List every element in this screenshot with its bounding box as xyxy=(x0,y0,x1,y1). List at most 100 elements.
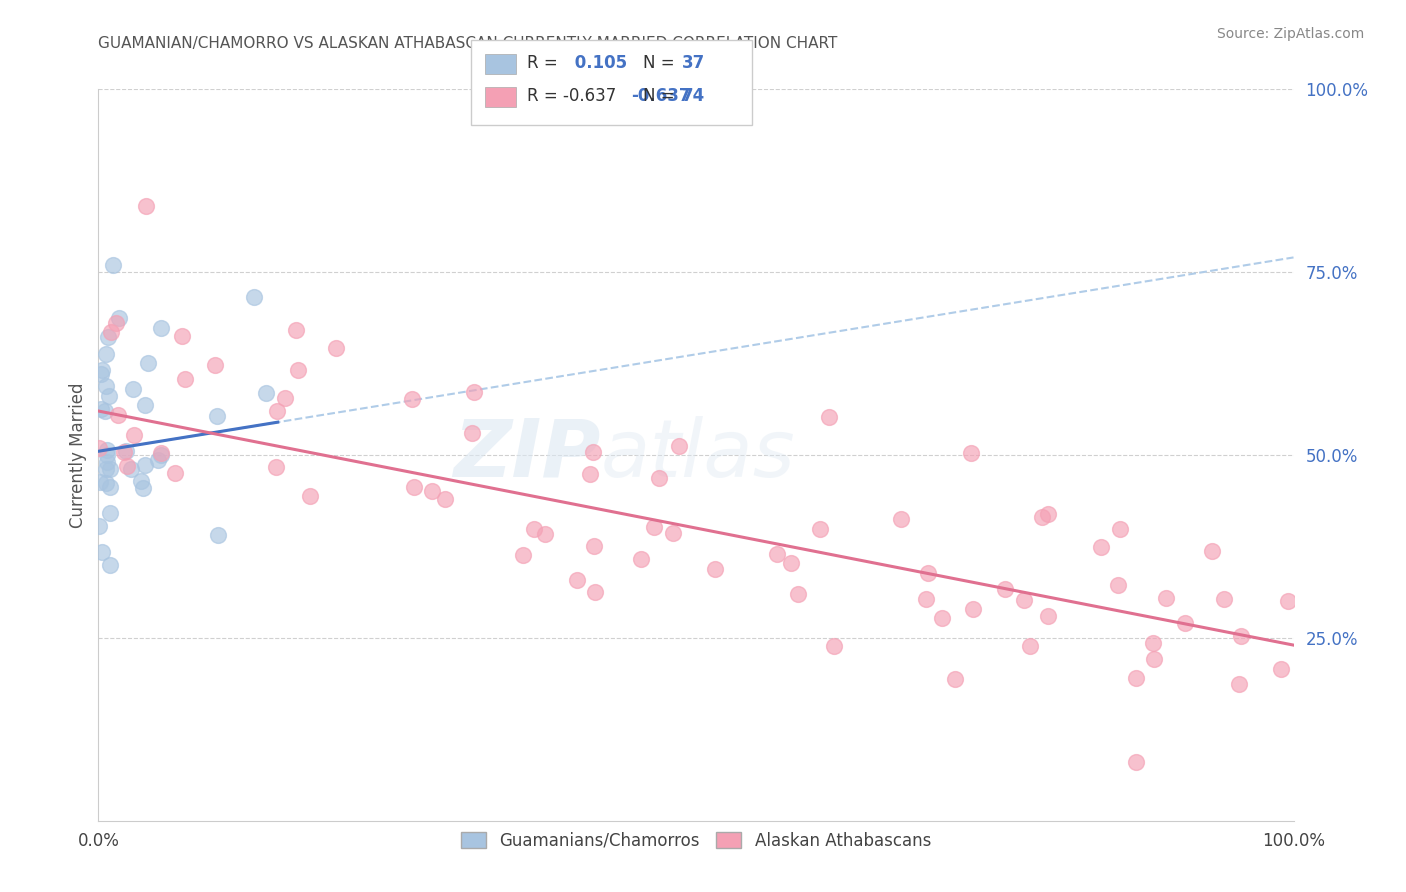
Point xyxy=(703,562,725,576)
Point xyxy=(96,455,118,469)
Point xyxy=(1036,507,1059,521)
Point xyxy=(132,481,155,495)
Text: 74: 74 xyxy=(682,87,706,105)
Point xyxy=(97,330,120,344)
Text: ZIP: ZIP xyxy=(453,416,600,494)
Point xyxy=(630,552,652,566)
Point xyxy=(146,452,169,467)
Point xyxy=(129,474,152,488)
Point xyxy=(1036,608,1059,623)
Point xyxy=(1125,671,1147,685)
Point xyxy=(121,382,143,396)
Point xyxy=(112,444,135,458)
Point xyxy=(931,611,953,625)
Point xyxy=(661,526,683,541)
Point xyxy=(1019,639,1042,653)
Y-axis label: Currently Married: Currently Married xyxy=(69,382,87,528)
Point xyxy=(98,461,121,475)
Point xyxy=(765,547,787,561)
Point xyxy=(823,639,845,653)
Point xyxy=(136,356,159,370)
Point xyxy=(96,443,118,458)
Point xyxy=(959,446,981,460)
Point xyxy=(1014,593,1036,607)
Point xyxy=(150,448,173,462)
Text: 0.105: 0.105 xyxy=(569,54,627,72)
Point xyxy=(96,448,118,462)
Point xyxy=(786,587,808,601)
Point xyxy=(96,475,118,490)
Point xyxy=(325,341,347,355)
Point xyxy=(98,507,121,521)
Text: 37: 37 xyxy=(682,54,706,72)
Point xyxy=(404,480,426,494)
Point xyxy=(134,398,156,412)
Point xyxy=(94,403,117,417)
Point xyxy=(122,428,145,442)
Point xyxy=(668,439,690,453)
Point xyxy=(98,558,121,572)
Point xyxy=(1277,594,1299,608)
Point xyxy=(107,311,129,326)
Point xyxy=(150,320,173,334)
Point xyxy=(512,549,534,563)
Point xyxy=(204,359,226,373)
Point xyxy=(205,409,228,423)
Point xyxy=(207,528,229,542)
Point xyxy=(994,582,1017,597)
Point xyxy=(890,512,912,526)
Text: N =: N = xyxy=(643,87,679,105)
Point xyxy=(100,325,122,339)
Point xyxy=(1229,677,1251,691)
Point xyxy=(648,471,671,485)
Point xyxy=(817,409,839,424)
Point xyxy=(534,526,557,541)
Point xyxy=(643,520,665,534)
Point xyxy=(105,316,128,330)
Point xyxy=(461,426,484,441)
Point xyxy=(90,401,112,416)
Point xyxy=(284,323,307,337)
Point xyxy=(1212,592,1234,607)
Point xyxy=(523,522,546,536)
Text: atlas: atlas xyxy=(600,416,796,494)
Point xyxy=(87,441,110,455)
Point xyxy=(134,458,156,472)
Point xyxy=(96,462,118,476)
Point xyxy=(1125,755,1147,769)
Point xyxy=(1270,661,1292,675)
Point xyxy=(173,371,195,385)
Point xyxy=(274,391,297,405)
Point xyxy=(1142,636,1164,650)
Legend: Guamanians/Chamorros, Alaskan Athabascans: Guamanians/Chamorros, Alaskan Athabascan… xyxy=(454,825,938,856)
Point xyxy=(98,480,121,494)
Point xyxy=(266,460,288,475)
Point xyxy=(266,404,288,418)
Point xyxy=(1031,509,1053,524)
Point xyxy=(115,458,138,473)
Point xyxy=(87,519,110,533)
Point xyxy=(107,409,129,423)
Point xyxy=(1154,591,1177,605)
Text: R = -0.637: R = -0.637 xyxy=(527,87,616,105)
Point xyxy=(90,367,112,381)
Point xyxy=(115,444,138,458)
Point xyxy=(299,489,322,503)
Text: N =: N = xyxy=(643,54,679,72)
Point xyxy=(1108,522,1130,536)
Point xyxy=(101,258,124,272)
Point xyxy=(583,585,606,599)
Point xyxy=(89,475,111,489)
Point xyxy=(287,363,309,377)
Point xyxy=(1107,578,1129,592)
Point xyxy=(97,389,120,403)
Point xyxy=(943,673,966,687)
Point xyxy=(91,545,114,559)
Point xyxy=(1090,540,1112,554)
Text: R =: R = xyxy=(527,54,564,72)
Point xyxy=(1229,629,1251,643)
Point xyxy=(165,466,187,480)
Point xyxy=(120,462,142,476)
Point xyxy=(420,483,443,498)
Point xyxy=(243,290,266,304)
